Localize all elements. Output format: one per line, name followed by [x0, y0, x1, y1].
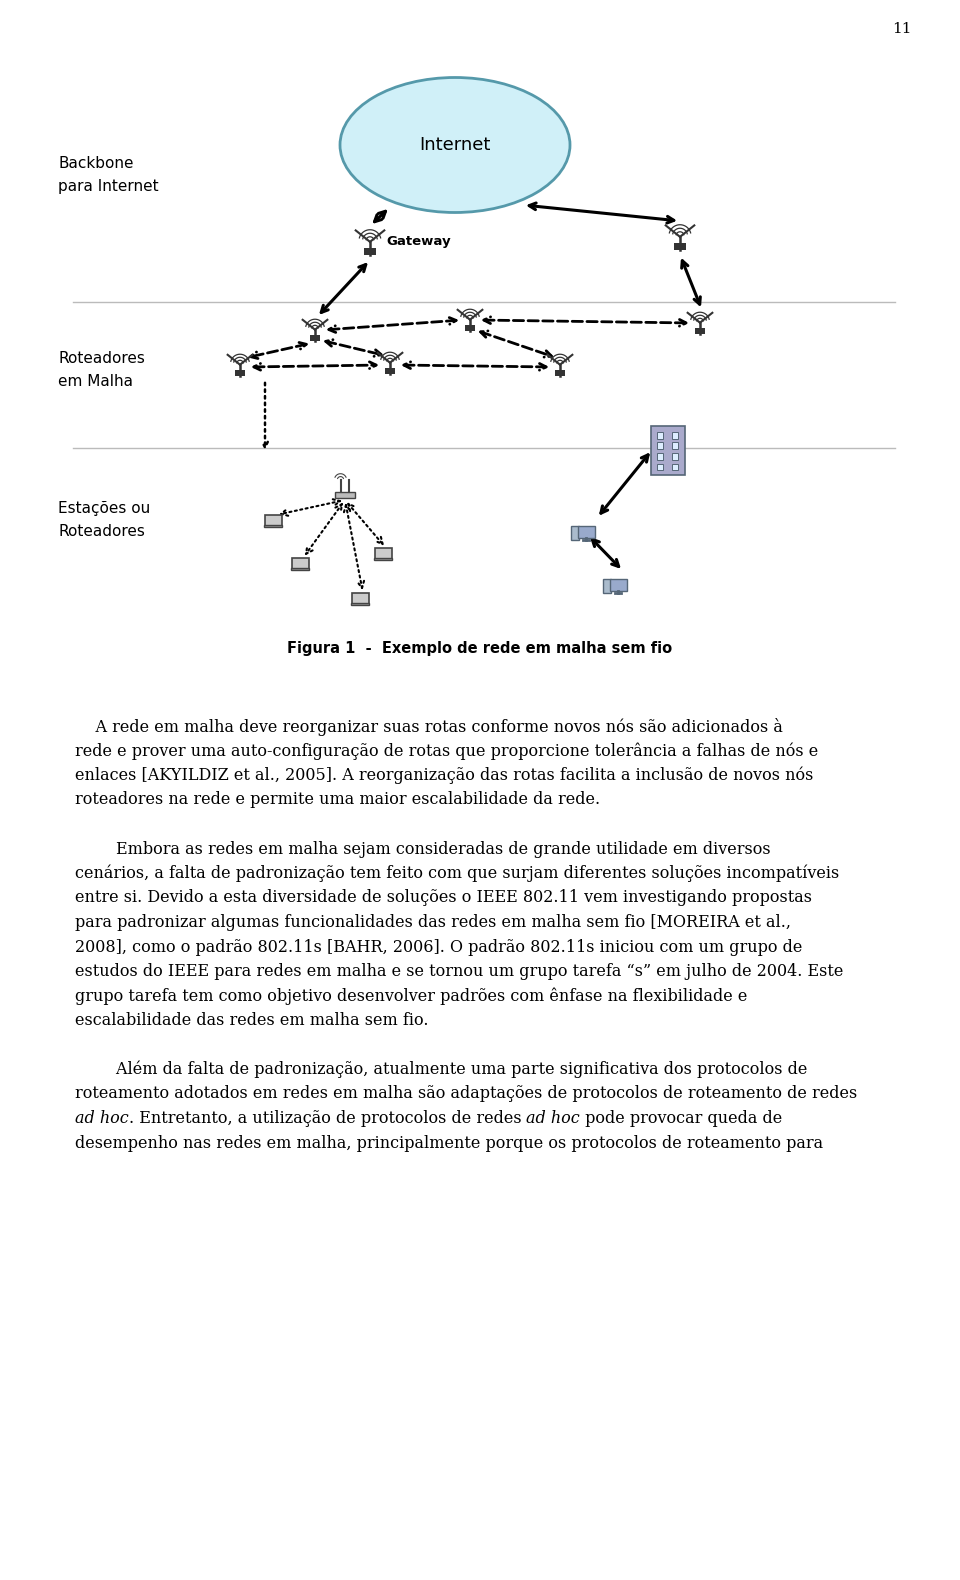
- Text: cenários, a falta de padronização tem feito com que surjam diferentes soluções i: cenários, a falta de padronização tem fe…: [75, 864, 839, 883]
- Text: Internet: Internet: [420, 136, 491, 153]
- Bar: [672, 431, 678, 439]
- Text: roteamento adotados em redes em malha são adaptações de protocolos de roteamento: roteamento adotados em redes em malha sã…: [75, 1085, 857, 1103]
- Bar: [310, 335, 321, 341]
- Text: pode provocar queda de: pode provocar queda de: [580, 1111, 782, 1127]
- Text: rede e prover uma auto-configuração de rotas que proporcione tolerância a falhas: rede e prover uma auto-configuração de r…: [75, 743, 818, 760]
- Ellipse shape: [340, 77, 570, 212]
- Text: grupo tarefa tem como objetivo desenvolver padrões com ênfase na flexibilidade e: grupo tarefa tem como objetivo desenvolv…: [75, 988, 748, 1005]
- Text: ad hoc: ad hoc: [75, 1111, 129, 1127]
- Text: roteadores na rede e permite uma maior escalabilidade da rede.: roteadores na rede e permite uma maior e…: [75, 792, 600, 809]
- Text: Além da falta de padronização, atualmente uma parte significativa dos protocolos: Além da falta de padronização, atualment…: [75, 1062, 807, 1079]
- Bar: [465, 325, 475, 332]
- Text: estudos do IEEE para redes em malha e se tornou um grupo tarefa “s” em julho de : estudos do IEEE para redes em malha e se…: [75, 962, 844, 980]
- Bar: [674, 243, 686, 250]
- Bar: [651, 425, 685, 476]
- Bar: [672, 442, 678, 449]
- Bar: [335, 491, 354, 498]
- Bar: [265, 515, 281, 526]
- Bar: [292, 558, 308, 569]
- Text: Estações ou
Roteadores: Estações ou Roteadores: [58, 501, 151, 539]
- Bar: [672, 453, 678, 460]
- Text: desempenho nas redes em malha, principalmente porque os protocolos de roteamento: desempenho nas redes em malha, principal…: [75, 1134, 823, 1152]
- Text: Figura 1  -  Exemplo de rede em malha sem fio: Figura 1 - Exemplo de rede em malha sem …: [287, 640, 673, 656]
- Text: para padronizar algumas funcionalidades das redes em malha sem fio [MOREIRA et a: para padronizar algumas funcionalidades …: [75, 913, 791, 931]
- Bar: [373, 558, 393, 559]
- Bar: [657, 463, 663, 471]
- Bar: [555, 370, 565, 376]
- Text: enlaces [AKYILDIZ et al., 2005]. A reorganização das rotas facilita a inclusão d: enlaces [AKYILDIZ et al., 2005]. A reorg…: [75, 766, 813, 785]
- Text: Gateway: Gateway: [386, 235, 450, 248]
- Bar: [351, 592, 369, 604]
- Bar: [578, 526, 594, 539]
- Bar: [291, 567, 309, 570]
- Text: Embora as redes em malha sejam consideradas de grande utilidade em diversos: Embora as redes em malha sejam considera…: [75, 841, 771, 858]
- Bar: [610, 580, 627, 591]
- Text: A rede em malha deve reorganizar suas rotas conforme novos nós são adicionados à: A rede em malha deve reorganizar suas ro…: [75, 717, 782, 736]
- Bar: [235, 370, 245, 376]
- Text: ad hoc: ad hoc: [526, 1111, 580, 1127]
- Text: entre si. Devido a esta diversidade de soluções o IEEE 802.11 vem investigando p: entre si. Devido a esta diversidade de s…: [75, 890, 812, 907]
- Bar: [364, 248, 376, 254]
- Bar: [385, 368, 396, 374]
- Text: 2008], como o padrão 802.11s [BAHR, 2006]. O padrão 802.11s iniciou com um grupo: 2008], como o padrão 802.11s [BAHR, 2006…: [75, 939, 803, 956]
- Text: . Entretanto, a utilização de protocolos de redes: . Entretanto, a utilização de protocolos…: [129, 1111, 526, 1127]
- Bar: [571, 526, 579, 540]
- Text: Backbone
para Internet: Backbone para Internet: [58, 156, 158, 194]
- Bar: [657, 453, 663, 460]
- Bar: [374, 548, 392, 559]
- Text: escalabilidade das redes em malha sem fio.: escalabilidade das redes em malha sem fi…: [75, 1013, 428, 1029]
- Bar: [672, 463, 678, 471]
- Text: 11: 11: [893, 22, 912, 36]
- Bar: [657, 442, 663, 449]
- Bar: [350, 604, 370, 605]
- Bar: [603, 578, 612, 592]
- Bar: [695, 329, 706, 333]
- Bar: [657, 431, 663, 439]
- Bar: [264, 525, 282, 528]
- Text: Roteadores
em Malha: Roteadores em Malha: [58, 351, 145, 389]
